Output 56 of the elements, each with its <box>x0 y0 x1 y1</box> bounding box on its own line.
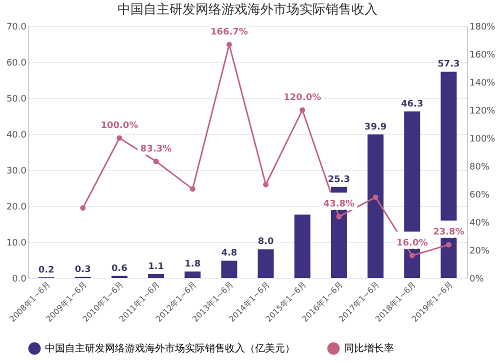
data-label: 1.8 <box>184 260 201 270</box>
bar <box>258 249 274 278</box>
point <box>446 242 452 248</box>
y2-tick-label: 20% <box>470 246 490 256</box>
data-label: 1.1 <box>148 262 164 272</box>
data-label: 46.3 <box>401 99 424 110</box>
bar <box>184 272 201 278</box>
y2-tick-label: 40% <box>470 218 490 228</box>
y-tick-label: 40.0 <box>6 130 27 140</box>
bar <box>368 134 384 278</box>
y2-tick-label: 80% <box>470 162 490 172</box>
data-label: 100.0% <box>100 121 138 131</box>
point <box>80 205 86 211</box>
data-label: 39.9 <box>364 122 387 132</box>
bar <box>148 274 164 278</box>
y-tick-label: 30.0 <box>6 166 27 176</box>
bar <box>294 214 310 278</box>
data-label: 120.0% <box>284 93 322 103</box>
data-label: 16.0% <box>396 238 428 249</box>
point <box>263 182 269 188</box>
y2-tick-label: 160% <box>470 50 496 60</box>
data-label: 166.7% <box>210 28 248 38</box>
legend-label: 中国自主研发网络游戏海外市场实际销售收入（亿美元） <box>45 342 295 355</box>
data-label: 25.3 <box>328 174 350 185</box>
data-label: 0.3 <box>74 264 91 275</box>
y-tick-label: 70.0 <box>6 22 27 32</box>
data-label: 43.8% <box>323 200 355 210</box>
point <box>116 135 122 141</box>
y2-tick-label: 180% <box>470 22 496 32</box>
point <box>300 107 306 113</box>
y-tick-label: 20.0 <box>6 202 27 212</box>
y-tick-label: 50.0 <box>6 94 27 104</box>
legend-label: 同比增长率 <box>344 342 394 355</box>
y2-tick-label: 140% <box>470 78 496 88</box>
data-label: 83.3% <box>140 144 172 154</box>
y2-tick-label: 60% <box>470 190 490 200</box>
y-tick-label: 60.0 <box>6 58 27 68</box>
point <box>226 42 232 48</box>
bar <box>221 260 238 278</box>
y2-tick-label: 0% <box>470 274 484 284</box>
y2-tick-label: 100% <box>470 134 496 144</box>
data-label: 23.8% <box>433 228 464 238</box>
chart-title: 中国自主研发网络游戏海外市场实际销售收入 <box>118 2 378 18</box>
point <box>190 186 196 192</box>
data-label: 4.8 <box>221 248 238 259</box>
y-tick-label: 10.0 <box>6 238 27 248</box>
y-tick-label: 0.0 <box>12 274 27 284</box>
point <box>372 194 378 200</box>
data-label: 57.3 <box>438 60 460 70</box>
data-label: 0.2 <box>38 265 54 276</box>
data-label: 8.0 <box>258 237 274 248</box>
point <box>153 158 159 164</box>
point <box>336 214 342 220</box>
data-label: 0.6 <box>111 264 128 274</box>
y2-tick-label: 120% <box>470 106 496 116</box>
point <box>409 252 415 258</box>
